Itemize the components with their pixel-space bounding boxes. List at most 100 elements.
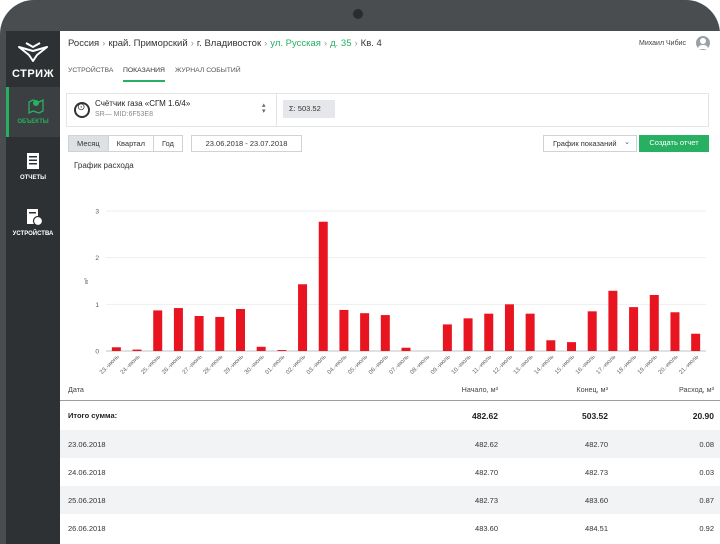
bar [339, 309, 349, 351]
bar [194, 316, 204, 351]
table-row: 25.06.2018 482.73 483.60 0.87 [60, 486, 720, 514]
breadcrumb-country[interactable]: Россия [68, 38, 100, 49]
period-quarter-button[interactable]: Квартал [108, 136, 154, 151]
x-tick-label: 27.-июнь [182, 354, 204, 374]
table-row: 26.06.2018 483.60 484.51 0.92 [60, 514, 720, 542]
breadcrumb-separator-icon: › [190, 38, 194, 49]
header-consumption[interactable]: Расход, м³ [678, 385, 714, 394]
row-date: 26.06.2018 [68, 524, 106, 533]
row-consumption: 0.03 [699, 468, 714, 477]
user-name[interactable]: Михаил Чибис [639, 40, 686, 47]
x-tick-label: 03.-июль [306, 354, 328, 374]
period-year-button[interactable]: Год [153, 136, 182, 151]
divider [276, 94, 277, 126]
y-tick-label: 0 [95, 349, 99, 356]
date-range-input[interactable]: 23.06.2018 - 23.07.2018 [191, 135, 302, 152]
row-end: 482.73 [585, 468, 608, 477]
table-header: Дата Начало, м³ Конец, м³ Расход, м³ [60, 377, 720, 401]
tab-event-log[interactable]: Журнал событий [175, 67, 241, 74]
device-icon [27, 209, 43, 226]
bar [380, 315, 390, 351]
breadcrumb-region[interactable]: край. Приморский [108, 38, 188, 49]
x-tick-label: 12.-июль [492, 354, 514, 374]
x-tick-label: 17.-июль [596, 354, 618, 374]
x-tick-label: 02.-июль [285, 354, 307, 374]
tab-devices[interactable]: Устройства [68, 67, 114, 74]
x-tick-label: 21.-июль [678, 354, 700, 374]
bar [360, 313, 370, 351]
header-date[interactable]: Дата [68, 385, 84, 394]
row-start: 482.70 [475, 468, 498, 477]
total-end: 503.52 [582, 411, 608, 421]
row-end: 483.60 [585, 496, 608, 505]
chart-type-select[interactable]: График показаний ⌄ [543, 135, 637, 152]
chart-svg: 0 1 2 3 м³ 23.-июнь 24.-июнь 25.-июнь 26.-июнь 27… [84, 209, 706, 398]
bar [256, 346, 266, 351]
sidebar-item-objects[interactable]: ОБЪЕКТЫ [6, 87, 60, 137]
avatar-icon[interactable] [696, 36, 710, 50]
app-screen: СТРИЖ ☰‹ ОБЪЕКТЫ ОТЧЕТЫ [6, 31, 720, 544]
breadcrumb-house[interactable]: д. 35 [330, 38, 352, 49]
x-tick-label: 29.-июнь [223, 354, 245, 374]
bar [567, 342, 577, 351]
bar [463, 318, 473, 351]
x-tick-label: 28.-июнь [203, 354, 225, 374]
bar [484, 313, 494, 351]
bar [401, 347, 411, 351]
x-tick-label: 30.-июнь [244, 354, 266, 374]
bird-logo-icon [18, 42, 48, 62]
bar [691, 333, 701, 351]
bar [670, 312, 680, 351]
bar [277, 350, 287, 351]
x-tick-label: 19.-июль [637, 354, 659, 374]
row-date: 24.06.2018 [68, 468, 106, 477]
chart-type-label: График показаний [553, 139, 617, 148]
chart-title: График расхода [74, 161, 134, 170]
row-start: 483.60 [475, 524, 498, 533]
sidebar-item-label: УСТРОЙСТВА [12, 231, 54, 237]
meter-selector[interactable]: Счётчик газа «СГМ 1.6/4» SR— MID:6F53E8 … [66, 93, 709, 127]
bar [215, 316, 225, 351]
breadcrumb-city[interactable]: г. Владивосток [196, 38, 262, 49]
x-tick-label: 06.-июль [368, 354, 390, 374]
bar [546, 340, 556, 351]
tab-readings[interactable]: Показания [123, 67, 165, 82]
logo[interactable]: СТРИЖ [6, 37, 60, 80]
y-tick-label: 3 [95, 209, 99, 216]
header-start[interactable]: Начало, м³ [461, 385, 498, 394]
x-tick-label: 23.-июнь [99, 354, 121, 374]
bar [649, 295, 659, 351]
bar [318, 221, 328, 351]
period-segmented-control: Месяц Квартал Год [68, 135, 183, 152]
row-date: 23.06.2018 [68, 440, 106, 449]
period-month-button[interactable]: Месяц [69, 136, 109, 151]
breadcrumb-separator-icon: › [323, 38, 328, 49]
x-tick-label: 24.-июнь [120, 354, 142, 374]
total-label: Итого сумма: [68, 411, 118, 420]
total-row: Итого сумма: 482.62 503.52 20.90 [60, 402, 720, 430]
x-tick-label: 05.-июль [347, 354, 369, 374]
x-tick-label: 15.-июль [554, 354, 576, 374]
total-start: 482.62 [472, 411, 498, 421]
breadcrumb-separator-icon: › [354, 38, 358, 49]
bar [504, 304, 514, 351]
x-tick-label: 08.-июль [409, 354, 431, 374]
sidebar: СТРИЖ ☰‹ ОБЪЕКТЫ ОТЧЕТЫ [6, 31, 60, 544]
breadcrumb-street[interactable]: ул. Русская [270, 38, 321, 49]
table-row: 24.06.2018 482.70 482.73 0.03 [60, 458, 720, 486]
chevron-down-icon: ⌄ [624, 139, 630, 146]
row-end: 482.70 [585, 440, 608, 449]
row-start: 482.62 [475, 440, 498, 449]
row-consumption: 0.08 [699, 440, 714, 449]
x-tick-label: 20.-июль [658, 354, 680, 374]
x-tick-label: 07.-июль [389, 354, 411, 374]
bar [525, 313, 535, 351]
select-arrows-icon[interactable]: ▴ ▾ [262, 102, 266, 115]
row-consumption: 0.87 [699, 496, 714, 505]
header-end[interactable]: Конец, м³ [576, 385, 608, 394]
meter-serial: SR— MID:6F53E8 [95, 111, 153, 118]
create-report-button[interactable]: Создать отчет [639, 135, 709, 152]
sidebar-item-devices[interactable]: УСТРОЙСТВА [6, 199, 60, 249]
sidebar-item-reports[interactable]: ОТЧЕТЫ [6, 143, 60, 193]
sidebar-item-label: ОТЧЕТЫ [19, 175, 47, 181]
